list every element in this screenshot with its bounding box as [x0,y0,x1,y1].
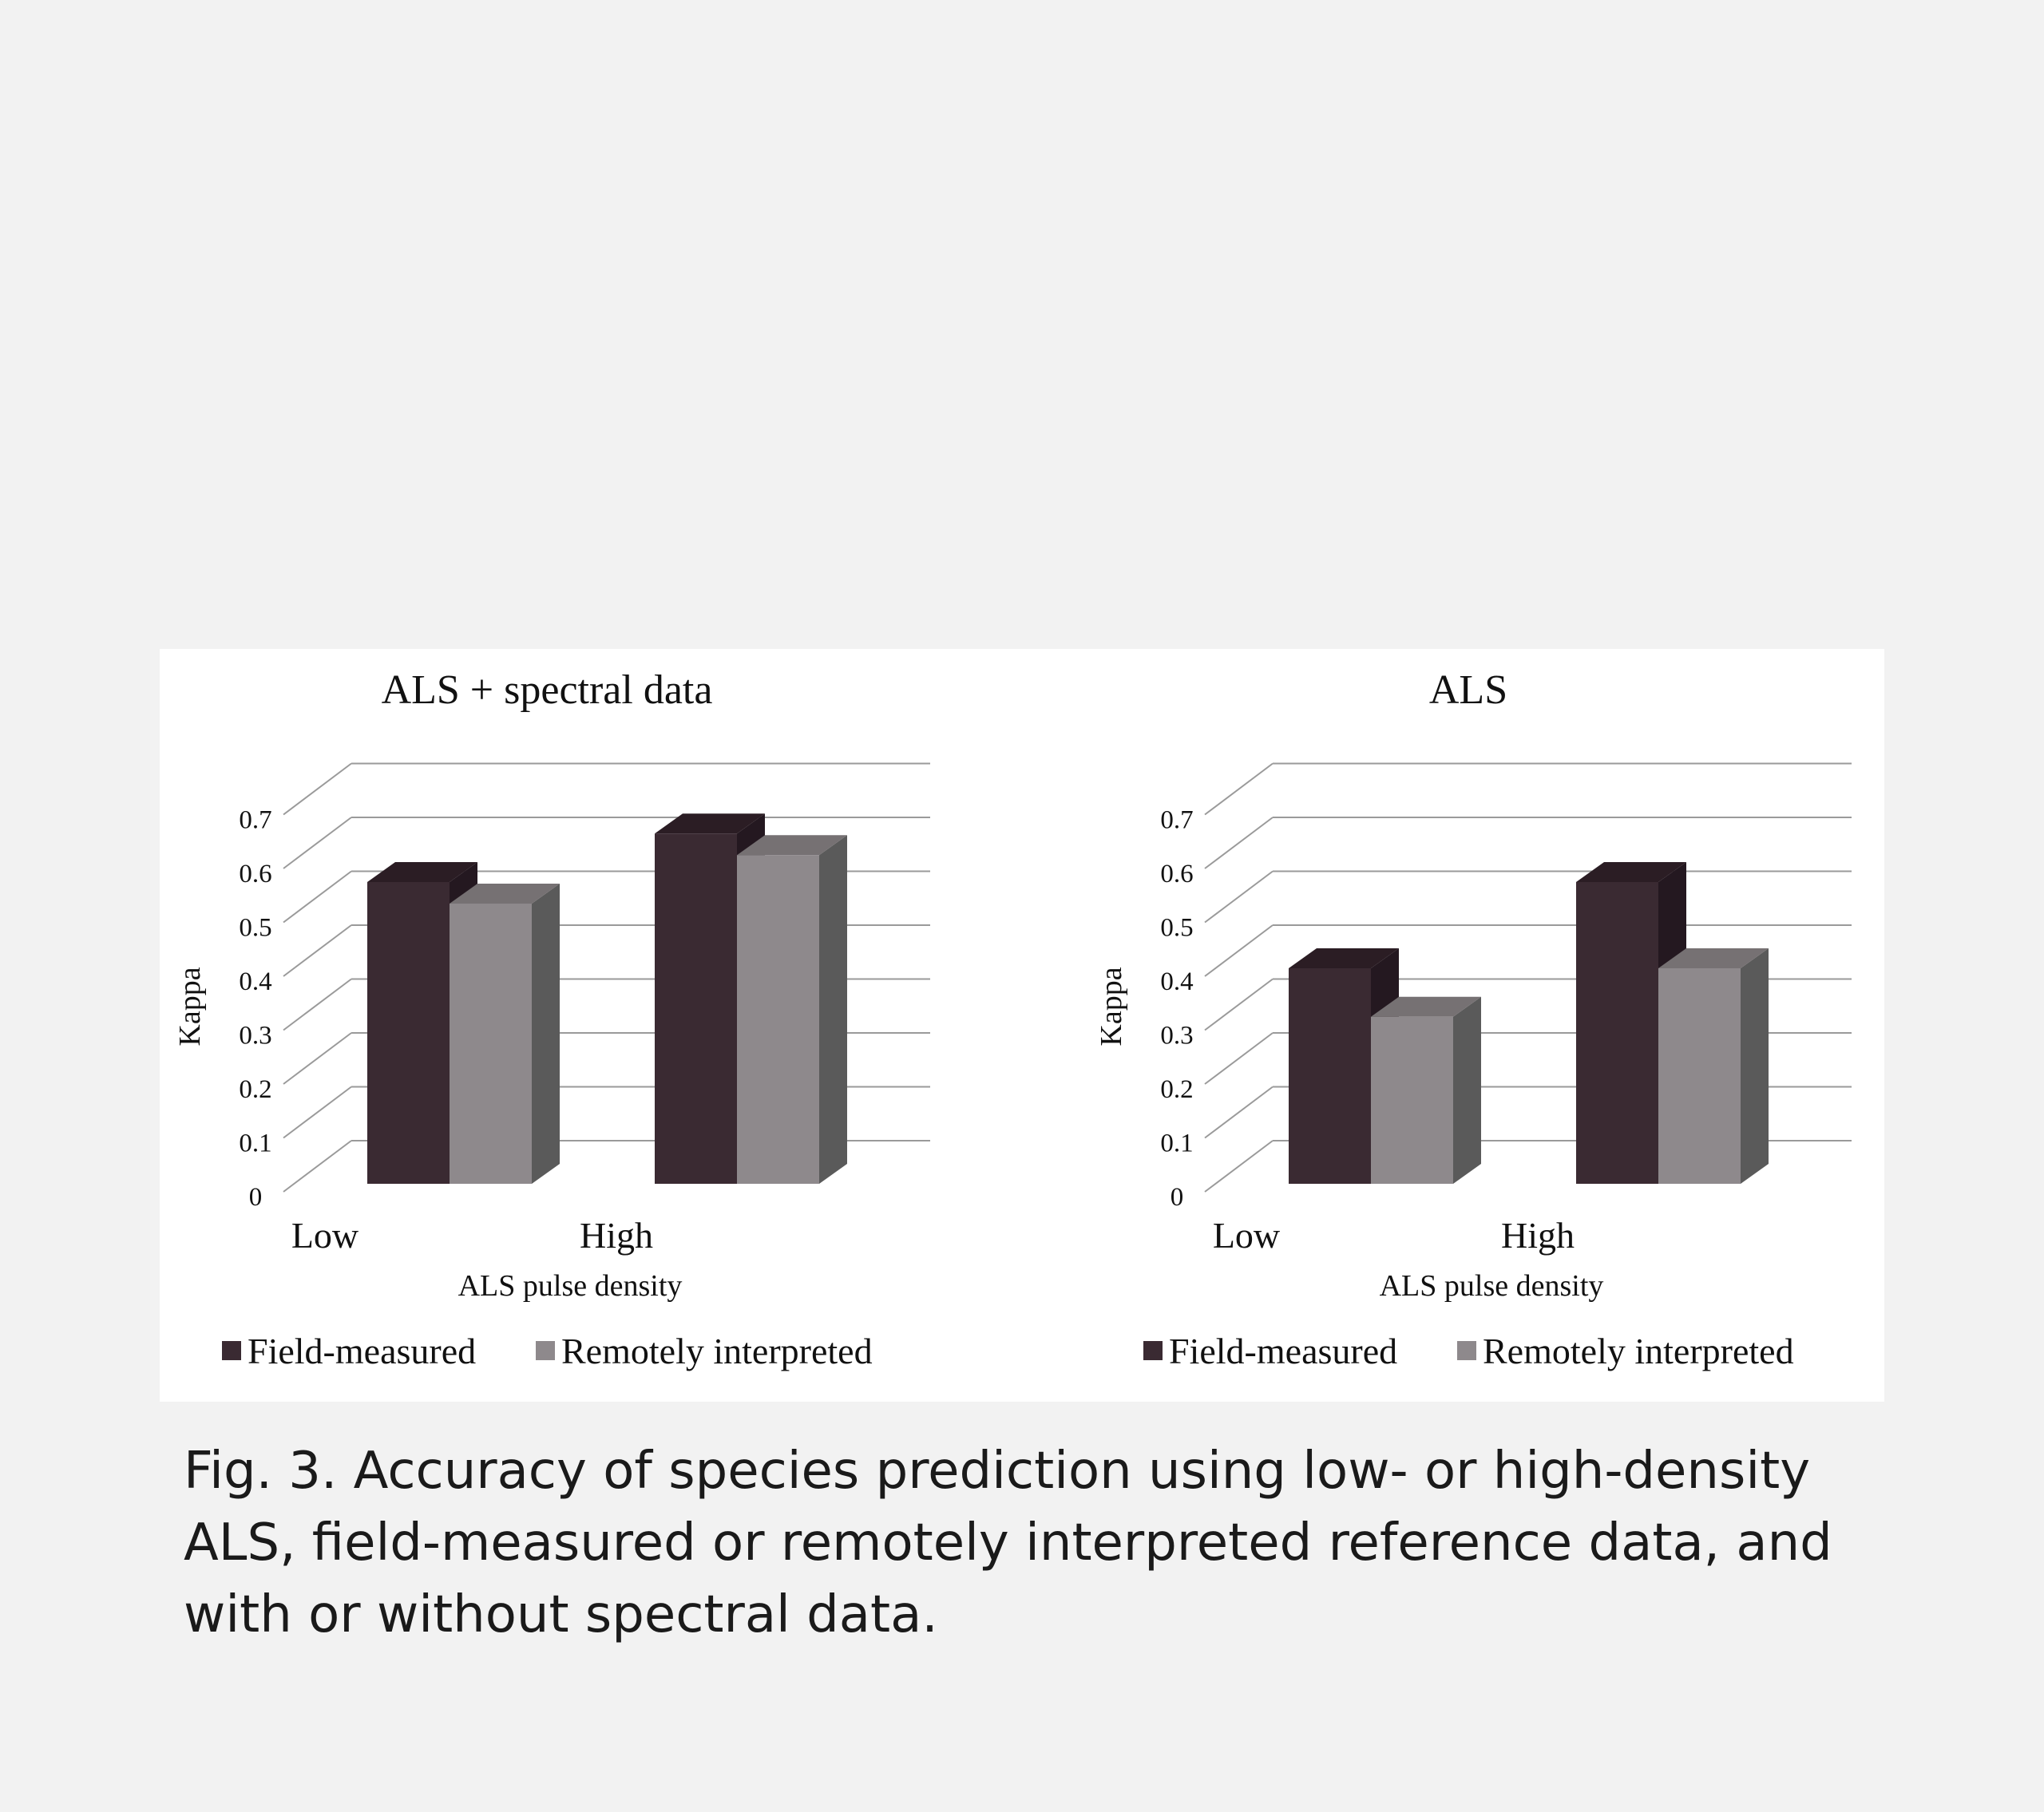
bar-top [1289,948,1399,968]
chart-1-grid-diagonal [283,870,352,924]
bar-side [1453,996,1481,1184]
legend-swatch [536,1341,555,1360]
chart-1-grid-diagonal [283,762,352,816]
chart-2-category-label: High [1501,1215,1575,1256]
chart-2-ytick-label: 0.3 [1160,1022,1193,1050]
chart-2-grid-diagonal [1204,924,1274,977]
chart-1-ytick-label: 0.3 [239,1022,271,1050]
legend-label: Remotely interpreted [1483,1331,1794,1371]
chart-1-xlabel: ALS pulse density [458,1269,683,1303]
chart-2-grid-diagonal [1204,1086,1274,1139]
legend-label: Field-measured [1169,1331,1397,1371]
chart-2-ytick-label: 0.7 [1160,806,1193,835]
chart-1-category-label: High [580,1215,653,1256]
chart-2-grid-diagonal [1204,978,1274,1031]
chart-2-grid-diagonal [1204,870,1274,924]
chart-2-legend [1143,1341,1476,1360]
legend-swatch [1457,1341,1476,1360]
bar-front [1371,1016,1453,1184]
chart-1-ytick-label: 0.2 [239,1075,271,1104]
bar-front [655,833,737,1184]
figure-caption: Fig. 3. Accuracy of species prediction u… [184,1442,1832,1644]
bar-top [655,813,765,834]
bar-front [1658,968,1741,1184]
bar-front [1576,882,1658,1184]
chart-2-ytick-label: 0.4 [1160,967,1193,996]
chart-1-bar-remotely-interpreted-high [737,835,847,1184]
chart-1-legend [222,1341,555,1360]
chart-2-grid-diagonal [1204,817,1274,869]
chart-1-ytick-label: 0.5 [239,914,271,943]
chart-2-ytick-label: 0.1 [1160,1130,1193,1158]
figure-panel: 0 0.1 0.2 0.3 0.4 0.5 0.6 0.7 Low High ALS + spect… [160,649,1884,1402]
chart-2-ytick-label: 0.6 [1160,860,1193,888]
chart-1-ytick-label: 0.1 [239,1130,271,1158]
chart-1-bar-remotely-interpreted-low [450,884,560,1184]
bar-top [450,884,560,904]
chart-2-ytick-label: 0 [1171,1183,1184,1212]
charts-svg: 0 0.1 0.2 0.3 0.4 0.5 0.6 0.7 Low High ALS + spect… [173,667,1852,1371]
legend-swatch [1143,1341,1163,1360]
chart-2-grid-diagonal [1204,1140,1274,1193]
chart-2-ytick-label: 0.5 [1160,914,1193,943]
bar-front [737,855,819,1184]
chart-2-grid-diagonal [1204,1032,1274,1085]
chart-1-grid-diagonal [283,978,352,1031]
chart-2-category-label: Low [1213,1215,1281,1256]
bar-front [450,904,532,1184]
legend-swatch [222,1341,241,1360]
chart-2-title: ALS [1429,667,1507,713]
chart-2-bar-remotely-interpreted-low [1371,996,1481,1184]
bar-side [532,884,560,1184]
chart-1-ytick-label: 0 [249,1183,263,1212]
chart-2-bar-remotely-interpreted-high [1658,948,1769,1184]
bar-top [367,862,477,882]
bar-top [737,835,847,856]
chart-1-grid-diagonal [283,1032,352,1085]
chart-1-ytick-label: 0.7 [239,806,271,835]
chart-1-grid-diagonal [283,1140,352,1193]
chart-1-grid-diagonal [283,817,352,869]
chart-1-ytick-label: 0.4 [239,967,271,996]
bar-front [367,882,450,1184]
chart-1-grid-diagonal [283,1086,352,1139]
bar-front [1289,968,1371,1184]
chart-1-grid-diagonal [283,924,352,977]
chart-1-ytick-label: 0.6 [239,860,271,888]
bar-top [1658,948,1769,968]
bar-side [819,835,847,1184]
chart-2-ytick-label: 0.2 [1160,1075,1193,1104]
bar-side [1741,948,1769,1184]
chart-2-xlabel: ALS pulse density [1380,1269,1604,1303]
bar-top [1576,862,1686,882]
chart-1-ylabel: Kappa [173,967,207,1046]
chart-1-title: ALS + spectral data [382,667,713,713]
chart-1-category-label: Low [291,1215,359,1256]
chart-2-group [1143,762,1852,1360]
chart-1-group [222,762,930,1360]
legend-label: Remotely interpreted [561,1331,873,1371]
chart-2-grid-diagonal [1204,762,1274,816]
chart-2-ylabel: Kappa [1095,967,1128,1046]
bar-top [1371,996,1481,1017]
legend-label: Field-measured [248,1331,476,1371]
